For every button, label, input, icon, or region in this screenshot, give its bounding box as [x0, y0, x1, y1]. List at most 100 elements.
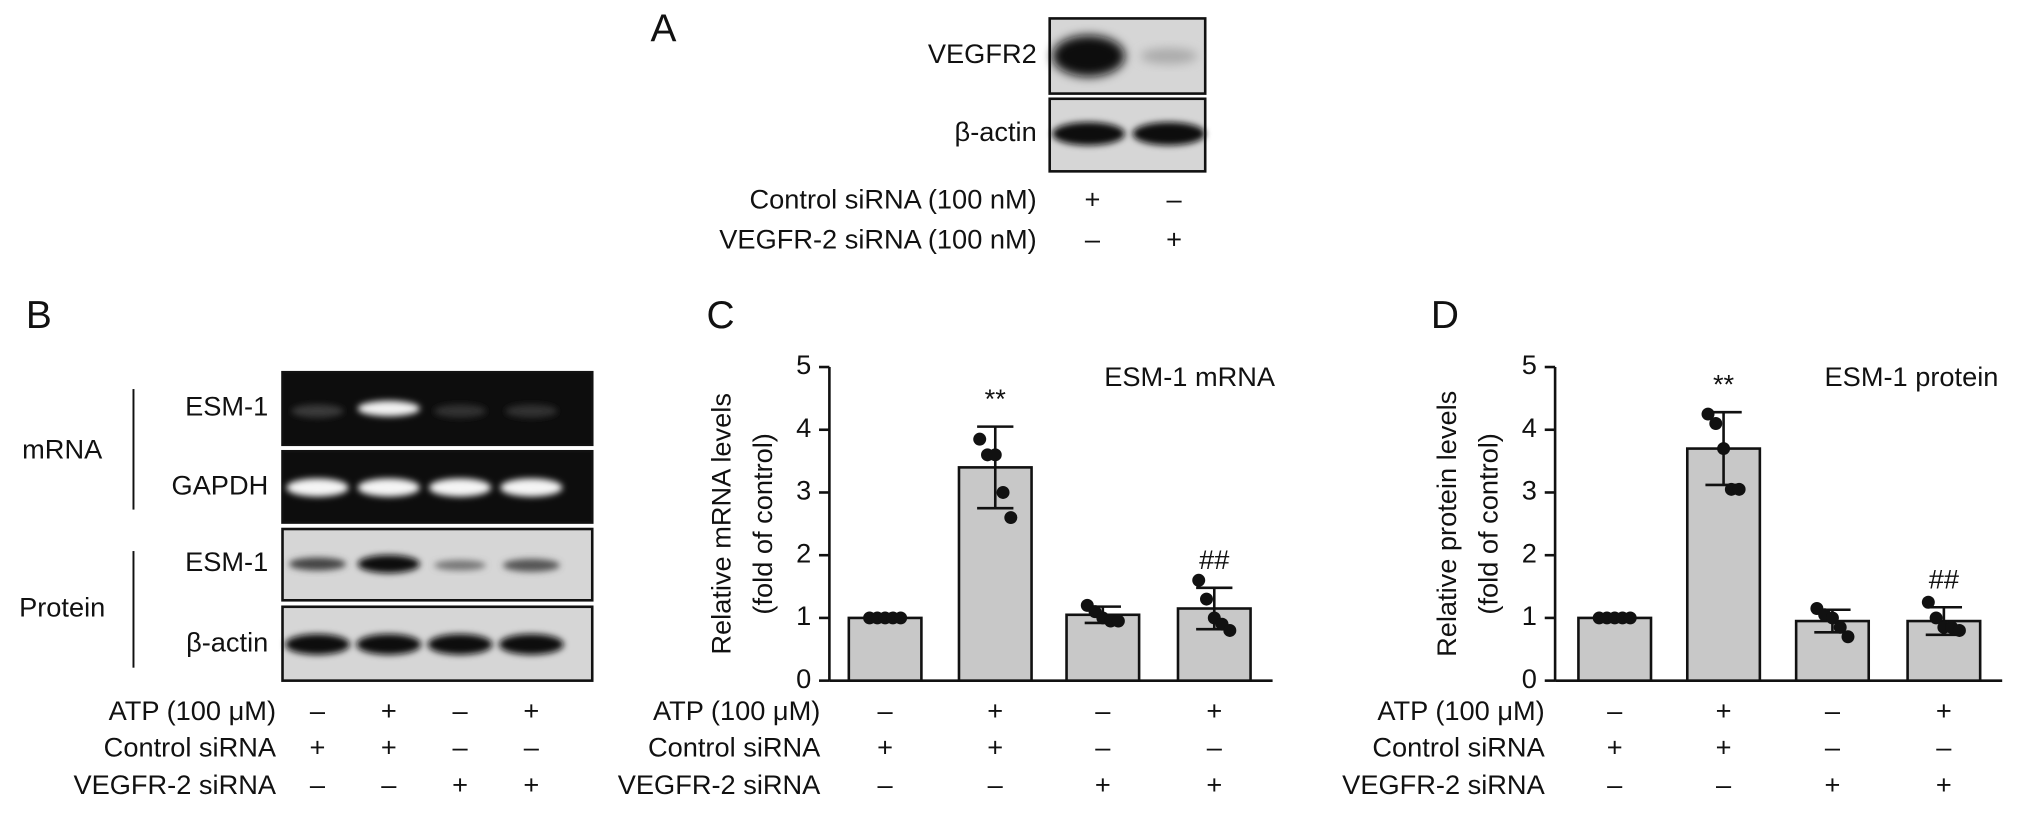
condition-sign: +: [1085, 183, 1101, 214]
data-point: [1192, 573, 1206, 587]
band: [500, 478, 563, 497]
data-point: [1701, 407, 1715, 421]
band: [357, 478, 420, 497]
panel-label: A: [651, 8, 677, 51]
panel-label: C: [706, 294, 734, 337]
significance: **: [985, 383, 1007, 414]
data-point: [1709, 417, 1723, 430]
band-label: VEGFR2: [928, 38, 1037, 69]
condition-sign: –: [310, 695, 326, 726]
y-tick-label: 4: [796, 412, 811, 443]
condition-sign: –: [1167, 183, 1183, 214]
band: [434, 560, 486, 571]
y-tick-label: 0: [796, 663, 811, 694]
condition-sign: +: [1206, 695, 1222, 726]
condition-sign: –: [878, 695, 894, 726]
y-axis-label: Relative protein levels: [1431, 391, 1462, 657]
condition-sign: +: [1936, 695, 1952, 726]
condition-label: Control siRNA (100 nM): [749, 183, 1036, 214]
band: [357, 400, 420, 417]
data-point: [1929, 611, 1943, 625]
condition-sign: +: [1206, 769, 1222, 800]
band: [498, 633, 564, 655]
condition-label: ATP (100 μM): [653, 695, 820, 726]
band: [291, 404, 344, 418]
condition-label: VEGFR-2 siRNA: [73, 769, 276, 800]
data-point: [1717, 442, 1731, 456]
group-label: Protein: [19, 592, 105, 623]
data-point: [1952, 623, 1966, 637]
bar: [1065, 613, 1141, 682]
condition-sign: –: [524, 732, 540, 763]
panel-label: D: [1431, 294, 1459, 337]
y-tick-label: 4: [1522, 412, 1537, 443]
condition-sign: +: [452, 769, 468, 800]
band: [1140, 48, 1198, 64]
data-point: [1825, 611, 1839, 625]
band: [427, 633, 493, 655]
condition-sign: +: [523, 695, 539, 726]
significance: ##: [1199, 544, 1229, 575]
y-axis-label: (fold of control): [1472, 433, 1503, 614]
condition-sign: –: [452, 695, 468, 726]
data-point: [1200, 592, 1213, 606]
condition-sign: +: [1716, 732, 1732, 763]
panel-label: B: [26, 294, 52, 337]
data-point: [894, 611, 908, 625]
y-tick-label: 1: [796, 600, 811, 631]
y-tick-label: 5: [796, 349, 811, 380]
group-label: mRNA: [22, 433, 103, 464]
y-tick-label: 2: [796, 537, 811, 568]
band: [357, 554, 420, 574]
condition-label: Control siRNA: [1372, 732, 1545, 763]
condition-sign: –: [310, 769, 326, 800]
condition-sign: –: [1207, 732, 1223, 763]
band: [1052, 35, 1125, 77]
condition-sign: +: [381, 732, 397, 763]
condition-label: Control siRNA: [648, 732, 821, 763]
condition-sign: –: [1095, 695, 1111, 726]
band: [434, 404, 486, 418]
condition-label: VEGFR-2 siRNA: [1342, 769, 1545, 800]
y-tick-label: 5: [1522, 349, 1537, 380]
condition-sign: –: [452, 732, 468, 763]
y-tick-label: 3: [796, 475, 811, 506]
band: [288, 557, 347, 571]
chart-title: ESM-1 protein: [1825, 361, 1999, 392]
data-point: [1732, 482, 1746, 496]
condition-sign: +: [1607, 732, 1623, 763]
condition-sign: –: [1607, 769, 1623, 800]
band: [286, 478, 349, 497]
band-label: ESM-1: [185, 546, 268, 577]
condition-label: VEGFR-2 siRNA (100 nM): [719, 224, 1036, 255]
condition-sign: +: [310, 732, 326, 763]
condition-sign: +: [1824, 769, 1840, 800]
condition-sign: –: [1825, 695, 1841, 726]
band-label: ESM-1: [185, 391, 268, 422]
condition-sign: –: [1085, 224, 1101, 255]
band: [1052, 122, 1125, 146]
chart-title: ESM-1 mRNA: [1104, 361, 1276, 392]
significance: **: [1713, 368, 1735, 399]
band: [1132, 122, 1206, 146]
condition-sign: +: [1166, 224, 1182, 255]
condition-sign: +: [1095, 769, 1111, 800]
error-bar: [977, 425, 1014, 510]
condition-sign: +: [877, 732, 893, 763]
significance: ##: [1929, 564, 1959, 595]
condition-sign: –: [1095, 732, 1111, 763]
band-label: β-actin: [186, 627, 268, 658]
y-tick-label: 0: [1522, 663, 1537, 694]
condition-sign: –: [1716, 769, 1732, 800]
band: [356, 633, 422, 655]
bar: [1685, 447, 1762, 682]
y-tick-label: 3: [1522, 475, 1537, 506]
condition-label: ATP (100 μM): [109, 695, 276, 726]
condition-label: Control siRNA: [104, 732, 277, 763]
condition-label: ATP (100 μM): [1377, 695, 1544, 726]
condition-sign: –: [1607, 695, 1623, 726]
condition-sign: +: [987, 695, 1003, 726]
band: [285, 633, 350, 655]
